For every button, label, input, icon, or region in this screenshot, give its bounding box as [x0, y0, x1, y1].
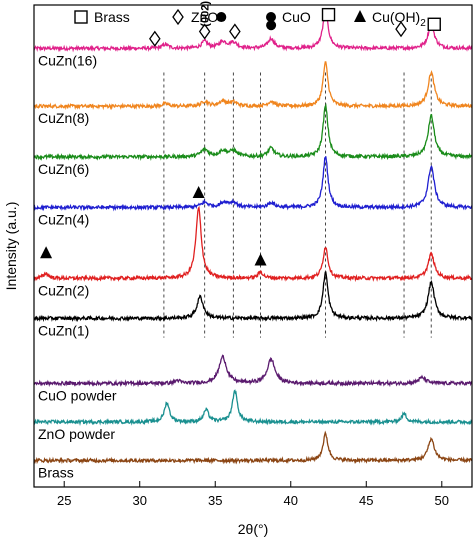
diamond-marker [395, 20, 407, 38]
plot-frame [33, 4, 473, 488]
circle-legend-icon [266, 12, 276, 22]
series-line [33, 103, 472, 161]
series-label: CuZn(4) [38, 211, 89, 227]
diamond-marker [229, 23, 241, 40]
square-legend-icon [74, 10, 88, 24]
triangle-marker [192, 185, 205, 198]
x-tick-label: 45 [359, 493, 373, 508]
series-label: CuZn(6) [38, 161, 89, 177]
diamond-legend-icon [172, 8, 184, 26]
legend-item: CuO [266, 9, 311, 25]
x-tick-label: 50 [435, 493, 449, 508]
series-line [33, 430, 473, 465]
triangle-legend-icon [354, 10, 366, 22]
x-axis-ticks: 25 30 35 40 45 50 [57, 481, 449, 508]
x-tick-label: 35 [208, 493, 222, 508]
series-label: CuZn(16) [38, 52, 97, 68]
legend-item: Cu(OH)2 [354, 9, 426, 29]
circle-marker [216, 12, 227, 23]
series-label: CuZn(8) [38, 110, 89, 126]
legend-label: Cu(OH)2 [372, 9, 426, 29]
legend: Brass ZnO CuO Cu(OH)2 [74, 8, 426, 29]
triangle-marker [40, 246, 53, 259]
square-marker [321, 7, 336, 22]
x-axis-label: 2θ(°) [238, 521, 269, 537]
legend-item: ZnO [172, 8, 218, 26]
series-labels: CuZn(16) CuZn(8) CuZn(6) CuZn(4) CuZn(2) CuZn… [38, 52, 117, 480]
series-line [33, 9, 473, 53]
series-line [33, 271, 473, 323]
diamond-marker [149, 30, 161, 47]
peak-markers [40, 7, 441, 266]
series-label: CuZn(2) [38, 282, 89, 298]
legend-label: Brass [94, 9, 130, 25]
x-tick-label: 25 [57, 493, 71, 508]
circle-marker [266, 20, 277, 31]
diamond-marker [198, 23, 211, 40]
series-label: Brass [38, 464, 74, 480]
x-tick-label: 30 [132, 493, 146, 508]
miller-index-label: (002) [200, 1, 212, 27]
legend-label: CuO [282, 9, 311, 25]
triangle-marker [254, 253, 267, 266]
legend-label: ZnO [191, 9, 218, 25]
series-label: CuO powder [38, 387, 117, 403]
legend-item: Brass [74, 9, 130, 25]
x-tick-label: 40 [284, 493, 298, 508]
y-axis-label: Intensity (a.u.) [3, 202, 19, 291]
square-marker [427, 17, 441, 31]
series-line [33, 205, 473, 283]
series-line [33, 156, 473, 212]
series-group [33, 9, 473, 465]
series-line [33, 354, 473, 388]
series-line [33, 61, 473, 111]
series-line [33, 389, 473, 426]
series-label: ZnO powder [38, 426, 115, 442]
series-label: CuZn(1) [38, 322, 89, 338]
